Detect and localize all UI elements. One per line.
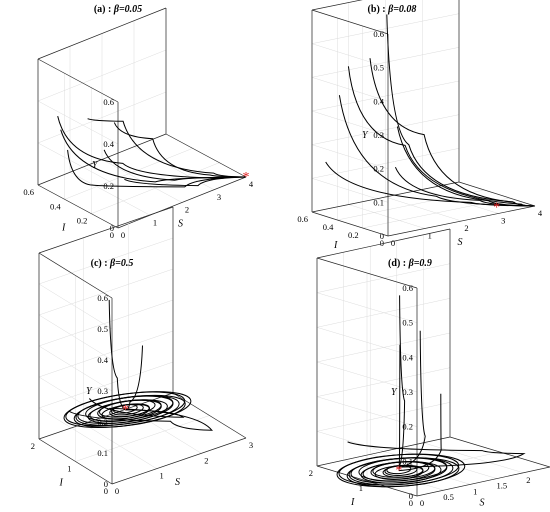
gridline [38,101,118,144]
panel-title: (c) : β=0.5 [91,258,134,269]
x-tick-label: 3 [501,216,505,226]
x-axis-label: S [178,219,183,230]
y-axis-label: I [350,497,355,507]
chart-panel-3: 0 0.1 0.2 0.3 0.4 0.5 0.6 0 1 2 3 0 1 2 Y S I (c) : β=0.5… [31,207,253,496]
panel-title: (d) : β=0.9 [388,258,432,269]
x-tick-label: 4 [249,179,254,189]
z-tick-label: 0.2 [373,164,384,174]
trajectory-line [399,345,400,471]
trajectory-line [387,15,535,207]
gridline [76,416,210,462]
z-tick-label: 0.3 [97,386,108,396]
z-axis-label: Y [362,130,369,141]
z-axis-label: Y [86,386,93,397]
z-tick-label: 0.4 [402,352,413,362]
x-tick-label: 2 [464,223,468,233]
z-tick-label: 0.3 [402,387,413,397]
axis-box-edge [450,437,550,467]
equilibrium-marker: * [122,403,129,418]
x-tick-label: 3 [249,440,253,450]
gridline [349,205,425,229]
gridline [39,300,173,346]
axis-box-edge [388,206,535,236]
x-tick-label: 1 [473,486,477,496]
y-tick-label: 1 [67,464,71,474]
gridline [65,148,193,199]
z-tick-label: 0.6 [373,29,384,39]
y-tick-label: 2 [309,468,313,478]
y-tick-label: 0.4 [323,222,334,232]
x-tick-label: 1 [153,217,157,227]
y-axis-label: I [61,223,66,234]
trajectory-line [61,130,246,182]
gridline [39,331,173,377]
y-tick-label: 0.6 [23,187,34,197]
y-tick-label: 0.4 [50,201,61,211]
x-tick-label: 1 [428,231,432,241]
axis-box-edge [317,437,450,466]
x-tick-label: 1 [160,471,164,481]
z-tick-label: 0.1 [373,197,384,207]
z-tick-label: 0.5 [97,324,108,334]
y-tick-label: 2 [31,441,35,451]
y-tick-label: 0 [380,238,384,248]
axis-box-edge [173,393,246,438]
x-tick-label: 0 [115,486,119,496]
equilibrium-marker: * [493,200,500,215]
trajectory-line [395,167,535,206]
y-tick-label: 0.2 [348,230,359,240]
panel-title: (a) : β=0.05 [94,4,142,15]
chart-panel-4: 00.10.20.30.40.50.600.511.522.5012YSI(d)… [309,229,550,507]
x-axis-label: S [480,498,485,508]
z-tick-label: 0.6 [103,97,114,107]
y-tick-label: 0.2 [77,216,88,226]
z-tick-label: 0.6 [402,283,413,293]
gridline [39,269,173,315]
x-tick-label: 2 [204,455,208,465]
x-tick-label: 2 [526,475,530,485]
panel-title: (b) : β=0.08 [368,4,417,15]
x-tick-label: 0 [420,498,424,507]
y-tick-label: 0.6 [297,214,308,224]
x-tick-label: 1.5 [496,481,507,491]
z-tick-label: 0.4 [103,139,114,149]
x-tick-label: 0 [121,230,125,240]
y-axis-label: I [59,478,64,489]
axis-box-edge [39,207,173,253]
equilibrium-marker: * [243,170,250,185]
x-tick-label: 4 [538,208,543,218]
chart-panel-2: 00.10.20.30.40.50.60123400.20.40.6YSI(b)… [297,0,543,251]
z-tick-label: 0.5 [402,318,413,328]
y-tick-label: 0 [104,486,108,496]
axis-box-edge [38,59,118,102]
x-axis-label: S [458,237,463,248]
x-tick-label: 0 [391,238,395,248]
x-tick-label: 0.5 [443,492,454,502]
y-tick-label: 0 [409,498,413,507]
z-tick-label: 0.1 [97,448,108,458]
trajectory-line [109,300,125,410]
z-tick-label: 0.4 [97,355,108,365]
x-axis-label: S [175,477,180,488]
z-tick-label: 0.5 [373,63,384,73]
equilibrium-marker: * [395,464,402,479]
x-tick-label: 2 [185,205,189,215]
x-tick-label: 3 [217,192,221,202]
gridline [38,143,118,186]
y-axis-label: I [333,240,338,251]
z-tick-label: 0.6 [97,293,108,303]
y-tick-label: 0 [110,230,114,240]
